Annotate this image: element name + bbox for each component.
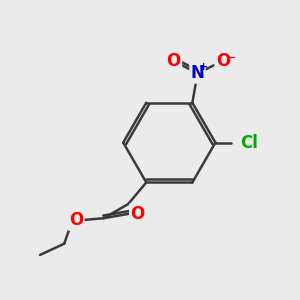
Text: Cl: Cl xyxy=(240,134,258,152)
Text: +: + xyxy=(199,62,208,72)
Text: −: − xyxy=(225,52,236,65)
Text: O: O xyxy=(216,52,230,70)
Text: O: O xyxy=(167,52,181,70)
Text: N: N xyxy=(190,64,205,82)
Text: O: O xyxy=(69,212,83,230)
Text: O: O xyxy=(130,205,145,223)
